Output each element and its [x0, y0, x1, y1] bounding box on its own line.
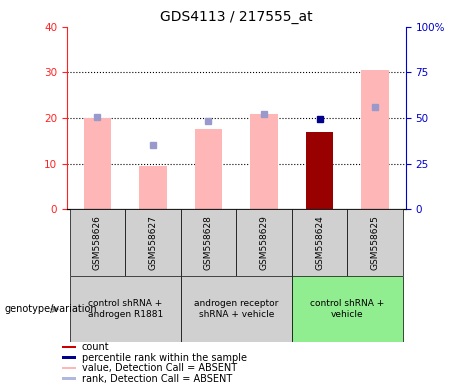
Bar [195, 129, 222, 209]
Text: control shRNA +
vehicle: control shRNA + vehicle [310, 300, 384, 319]
Bar [236, 209, 292, 276]
Bar [70, 209, 125, 276]
Bar [306, 132, 333, 209]
Text: percentile rank within the sample: percentile rank within the sample [82, 353, 247, 362]
Bar [292, 209, 347, 276]
Text: rank, Detection Call = ABSENT: rank, Detection Call = ABSENT [82, 374, 232, 384]
Title: GDS4113 / 217555_at: GDS4113 / 217555_at [160, 10, 313, 25]
Bar [83, 118, 111, 209]
Text: GSM558624: GSM558624 [315, 215, 324, 270]
Text: genotype/variation: genotype/variation [5, 304, 97, 314]
Bar [70, 276, 181, 342]
Bar [62, 377, 76, 380]
Text: count: count [82, 342, 109, 352]
Bar [62, 356, 76, 359]
Bar [361, 70, 389, 209]
Bar [139, 166, 167, 209]
Text: GSM558629: GSM558629 [260, 215, 269, 270]
Text: control shRNA +
androgen R1881: control shRNA + androgen R1881 [88, 300, 163, 319]
Bar [347, 209, 403, 276]
Text: GSM558626: GSM558626 [93, 215, 102, 270]
Bar [181, 276, 292, 342]
Text: GSM558627: GSM558627 [148, 215, 158, 270]
Bar [292, 276, 403, 342]
Text: GSM558625: GSM558625 [371, 215, 379, 270]
Text: GSM558628: GSM558628 [204, 215, 213, 270]
Text: value, Detection Call = ABSENT: value, Detection Call = ABSENT [82, 363, 237, 373]
Bar [125, 209, 181, 276]
Bar [62, 367, 76, 369]
Bar [250, 114, 278, 209]
Bar [62, 346, 76, 348]
Text: androgen receptor
shRNA + vehicle: androgen receptor shRNA + vehicle [194, 300, 278, 319]
Bar [181, 209, 236, 276]
